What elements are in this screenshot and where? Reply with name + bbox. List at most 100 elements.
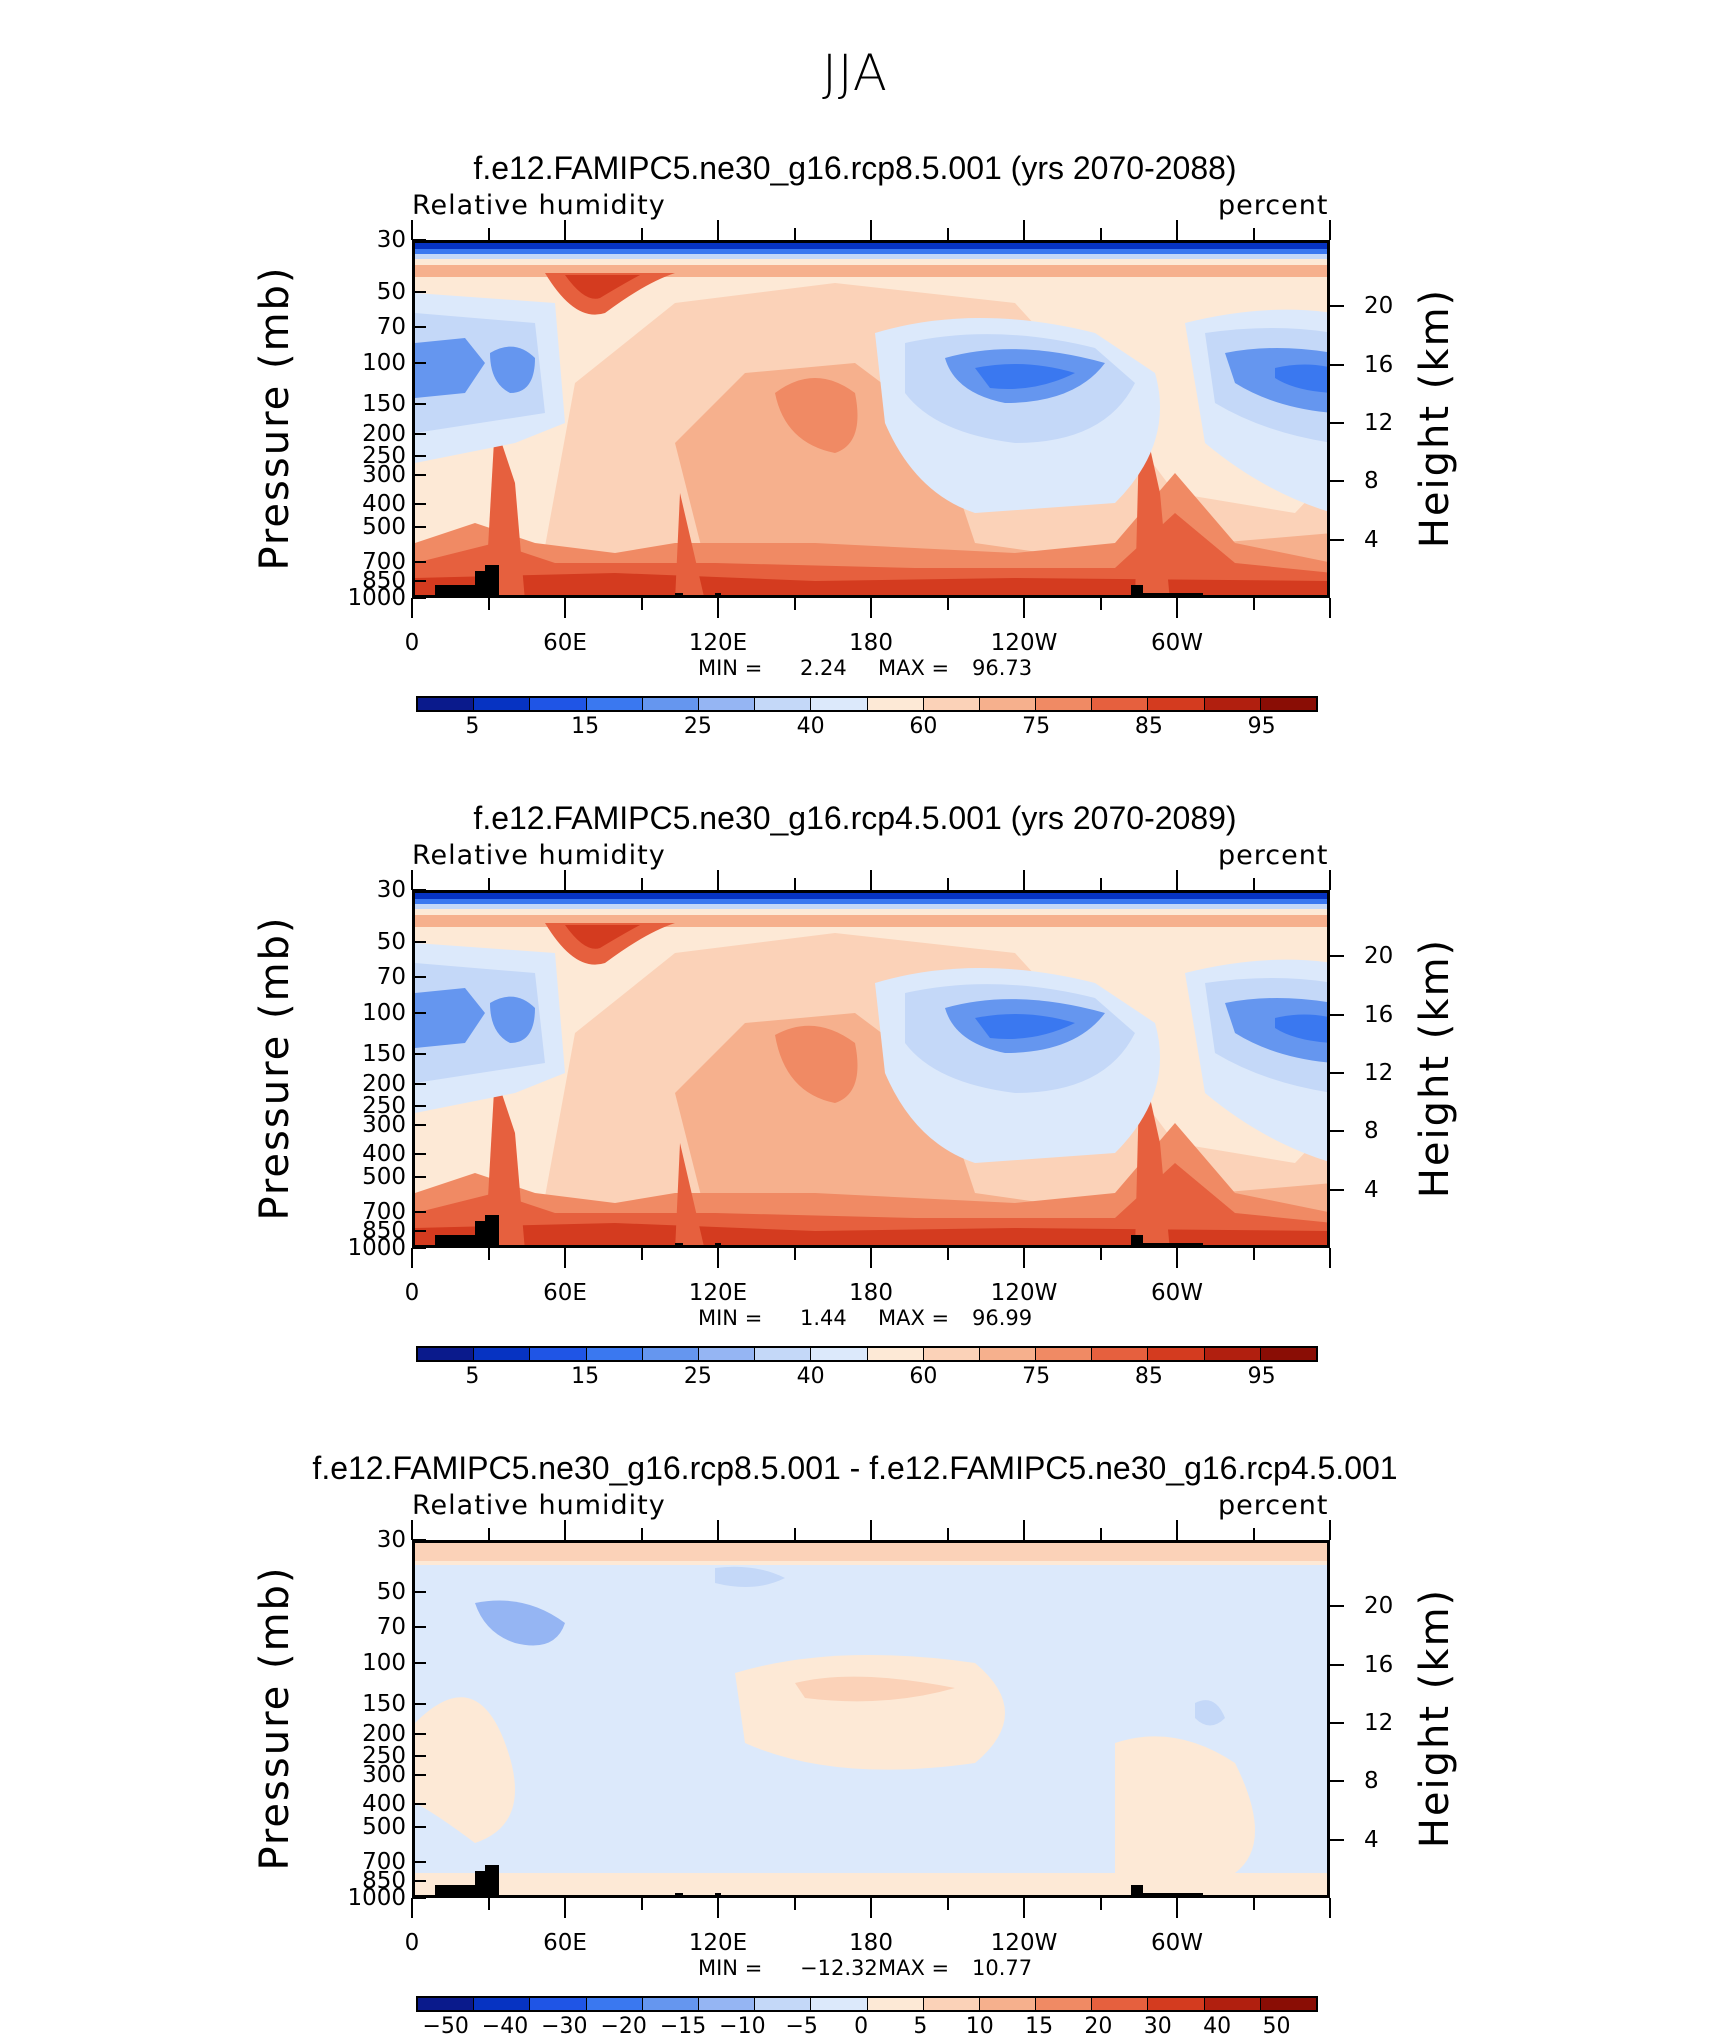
panel-3-x-tick-label: 60E (543, 1930, 587, 1956)
panel-3-colorbar-swatch (867, 1998, 924, 2010)
panel-1-y-tick-label: 300 (362, 462, 406, 489)
panel-1-colorbar-swatch (1092, 698, 1149, 710)
panel-3-x-tick-mark-top (870, 1520, 872, 1540)
panel-2-min-label: MIN = (698, 1306, 763, 1330)
panel-1-x-tick-mark-top (1329, 220, 1331, 240)
panel-3-x-tick-mark (1329, 1898, 1331, 1918)
panel-1-height-tick-label: 4 (1364, 526, 1379, 553)
panel-1-colorbar-label: 60 (909, 714, 938, 739)
panel-3-colorbar-swatch (811, 1998, 868, 2010)
panel-2-x-tick-mark (1252, 1248, 1255, 1260)
panel-3-x-tick-label: 0 (404, 1930, 420, 1956)
panel-2-y-right-axis-title: Height (km) (1412, 937, 1458, 1199)
panel-2-x-tick-mark (411, 1248, 413, 1268)
panel-3-x-tick-mark-top (717, 1520, 719, 1540)
panel-3-contour-field (415, 1543, 1327, 1895)
panel-1-x-tick-mark-top (1176, 220, 1178, 240)
panel-3-x-tick-mark-top (1099, 1528, 1102, 1540)
panel-2-colorbar-label: 15 (571, 1364, 600, 1389)
panel-2-colorbar-label: 40 (796, 1364, 825, 1389)
panel-2-colorbar-swatch (474, 1348, 531, 1360)
panel-1-y-tick-mark (412, 432, 426, 435)
panel-1-colorbar-swatch (1148, 698, 1205, 710)
panel-3-min-label: MIN = (698, 1956, 763, 1980)
panel-1-x-tick-mark-top (411, 220, 413, 240)
panel-3-height-tick-label: 16 (1364, 1651, 1394, 1678)
panel-1-y-tick-mark (412, 474, 426, 477)
panel-1-y-tick-mark (412, 403, 426, 406)
panel-3-colorbar-label: 50 (1262, 2014, 1291, 2039)
panel-3-colorbar-label: 40 (1203, 2014, 1232, 2039)
panel-2-colorbar (416, 1346, 1318, 1362)
panel-3-title: f.e12.FAMIPC5.ne30_g16.rcp8.5.001 - f.e1… (312, 1450, 1398, 1486)
panel-3-colorbar-swatch (1204, 1998, 1261, 2010)
panel-1-x-tick-mark-top (564, 220, 566, 240)
panel-3-x-tick-label: 120W (990, 1930, 1058, 1956)
panel-3-y-right-axis-title: Height (km) (1412, 1587, 1458, 1849)
panel-1-y-axis-title: Pressure (mb) (252, 265, 298, 571)
panel-1-colorbar-swatch (755, 698, 812, 710)
page-title: JJA (822, 44, 888, 102)
panel-1-y-tick-label: 700 (362, 548, 406, 575)
panel-1-x-tick-mark (946, 598, 949, 610)
panel-2-y-tick-mark (412, 1247, 426, 1249)
panel-1-left-label: Relative humidity (412, 190, 666, 221)
panel-2-x-tick-mark (870, 1248, 872, 1268)
panel-2-x-tick-mark-top (1329, 870, 1331, 890)
panel-3-colorbar-label: −40 (481, 2014, 529, 2039)
panel-3-height-tick-mark (1330, 1605, 1344, 1608)
panel-2-height-tick-label: 12 (1364, 1059, 1394, 1086)
panel-1-y-tick-mark (412, 597, 426, 599)
panel-1-y-tick-mark (412, 239, 426, 241)
panel-1-x-tick-mark-top (640, 228, 643, 240)
panel-3-colorbar-swatch (642, 1998, 699, 2010)
panel-1-y-right-axis-title: Height (km) (1412, 287, 1458, 549)
panel-3-x-tick-label: 120E (688, 1930, 748, 1956)
panel-2-y-axis-title: Pressure (mb) (252, 915, 298, 1221)
panel-2-y-tick-label: 700 (362, 1198, 406, 1225)
panel-2-x-tick-mark-top (717, 870, 719, 890)
panel-3-colorbar-swatch (698, 1998, 756, 2010)
panel-2-x-tick-mark (717, 1248, 719, 1268)
panel-3-x-tick-mark (1252, 1898, 1255, 1910)
panel-2-y-tick-label: 70 (376, 963, 406, 990)
panel-2-colorbar-swatch (923, 1348, 980, 1360)
panel-1-x-tick-label: 60W (1150, 630, 1204, 656)
panel-2-height-tick-mark (1330, 955, 1344, 958)
panel-3-y-tick-mark (412, 1661, 426, 1664)
panel-3-y-tick-label: 400 (362, 1791, 406, 1818)
panel-3-x-tick-mark-top (1329, 1520, 1331, 1540)
panel-2-x-tick-mark (1099, 1248, 1102, 1260)
panel-3-colorbar-swatch (530, 1998, 587, 2010)
panel-3-y-tick-mark (412, 1591, 426, 1594)
panel-3-y-tick-mark (412, 1860, 426, 1863)
panel-2-colorbar-swatch (418, 1348, 475, 1360)
panel-1-y-tick-label: 1000 (347, 585, 406, 611)
panel-2-colorbar-swatch (1204, 1348, 1261, 1360)
panel-2-x-tick-mark (1176, 1248, 1178, 1268)
panel-2-colorbar-swatch (1260, 1348, 1316, 1360)
panel-1-y-tick-mark (412, 455, 426, 458)
panel-2-x-tick-label: 120W (990, 1280, 1058, 1306)
panel-2-colorbar-label: 5 (465, 1364, 480, 1389)
panel-2-height-tick-mark (1330, 1130, 1344, 1133)
panel-1-x-tick-mark (640, 598, 643, 610)
panel-2-y-tick-label: 1000 (347, 1235, 406, 1261)
panel-3-x-tick-mark (1099, 1898, 1102, 1910)
panel-1-colorbar-label: 40 (796, 714, 825, 739)
panel-2-x-tick-mark (1023, 1248, 1025, 1268)
panel-3-x-tick-mark-top (1252, 1528, 1255, 1540)
panel-1-y-tick-mark (412, 560, 426, 563)
panel-3-y-axis-title: Pressure (mb) (252, 1565, 298, 1871)
panel-2-colorbar-swatch (586, 1348, 643, 1360)
panel-2-y-tick-mark (412, 941, 426, 944)
panel-3-colorbar-swatch (755, 1998, 812, 2010)
panel-2-y-tick-label: 300 (362, 1112, 406, 1139)
panel-1-x-tick-mark (1099, 598, 1102, 610)
panel-1-x-tick-label: 60E (543, 630, 587, 656)
panel-2-y-tick-label: 250 (362, 1093, 406, 1120)
panel-2-x-tick-label: 180 (849, 1280, 893, 1306)
panel-1-x-tick-mark-top (717, 220, 719, 240)
panel-2-colorbar-label: 60 (909, 1364, 938, 1389)
panel-1-y-tick-mark (412, 291, 426, 294)
